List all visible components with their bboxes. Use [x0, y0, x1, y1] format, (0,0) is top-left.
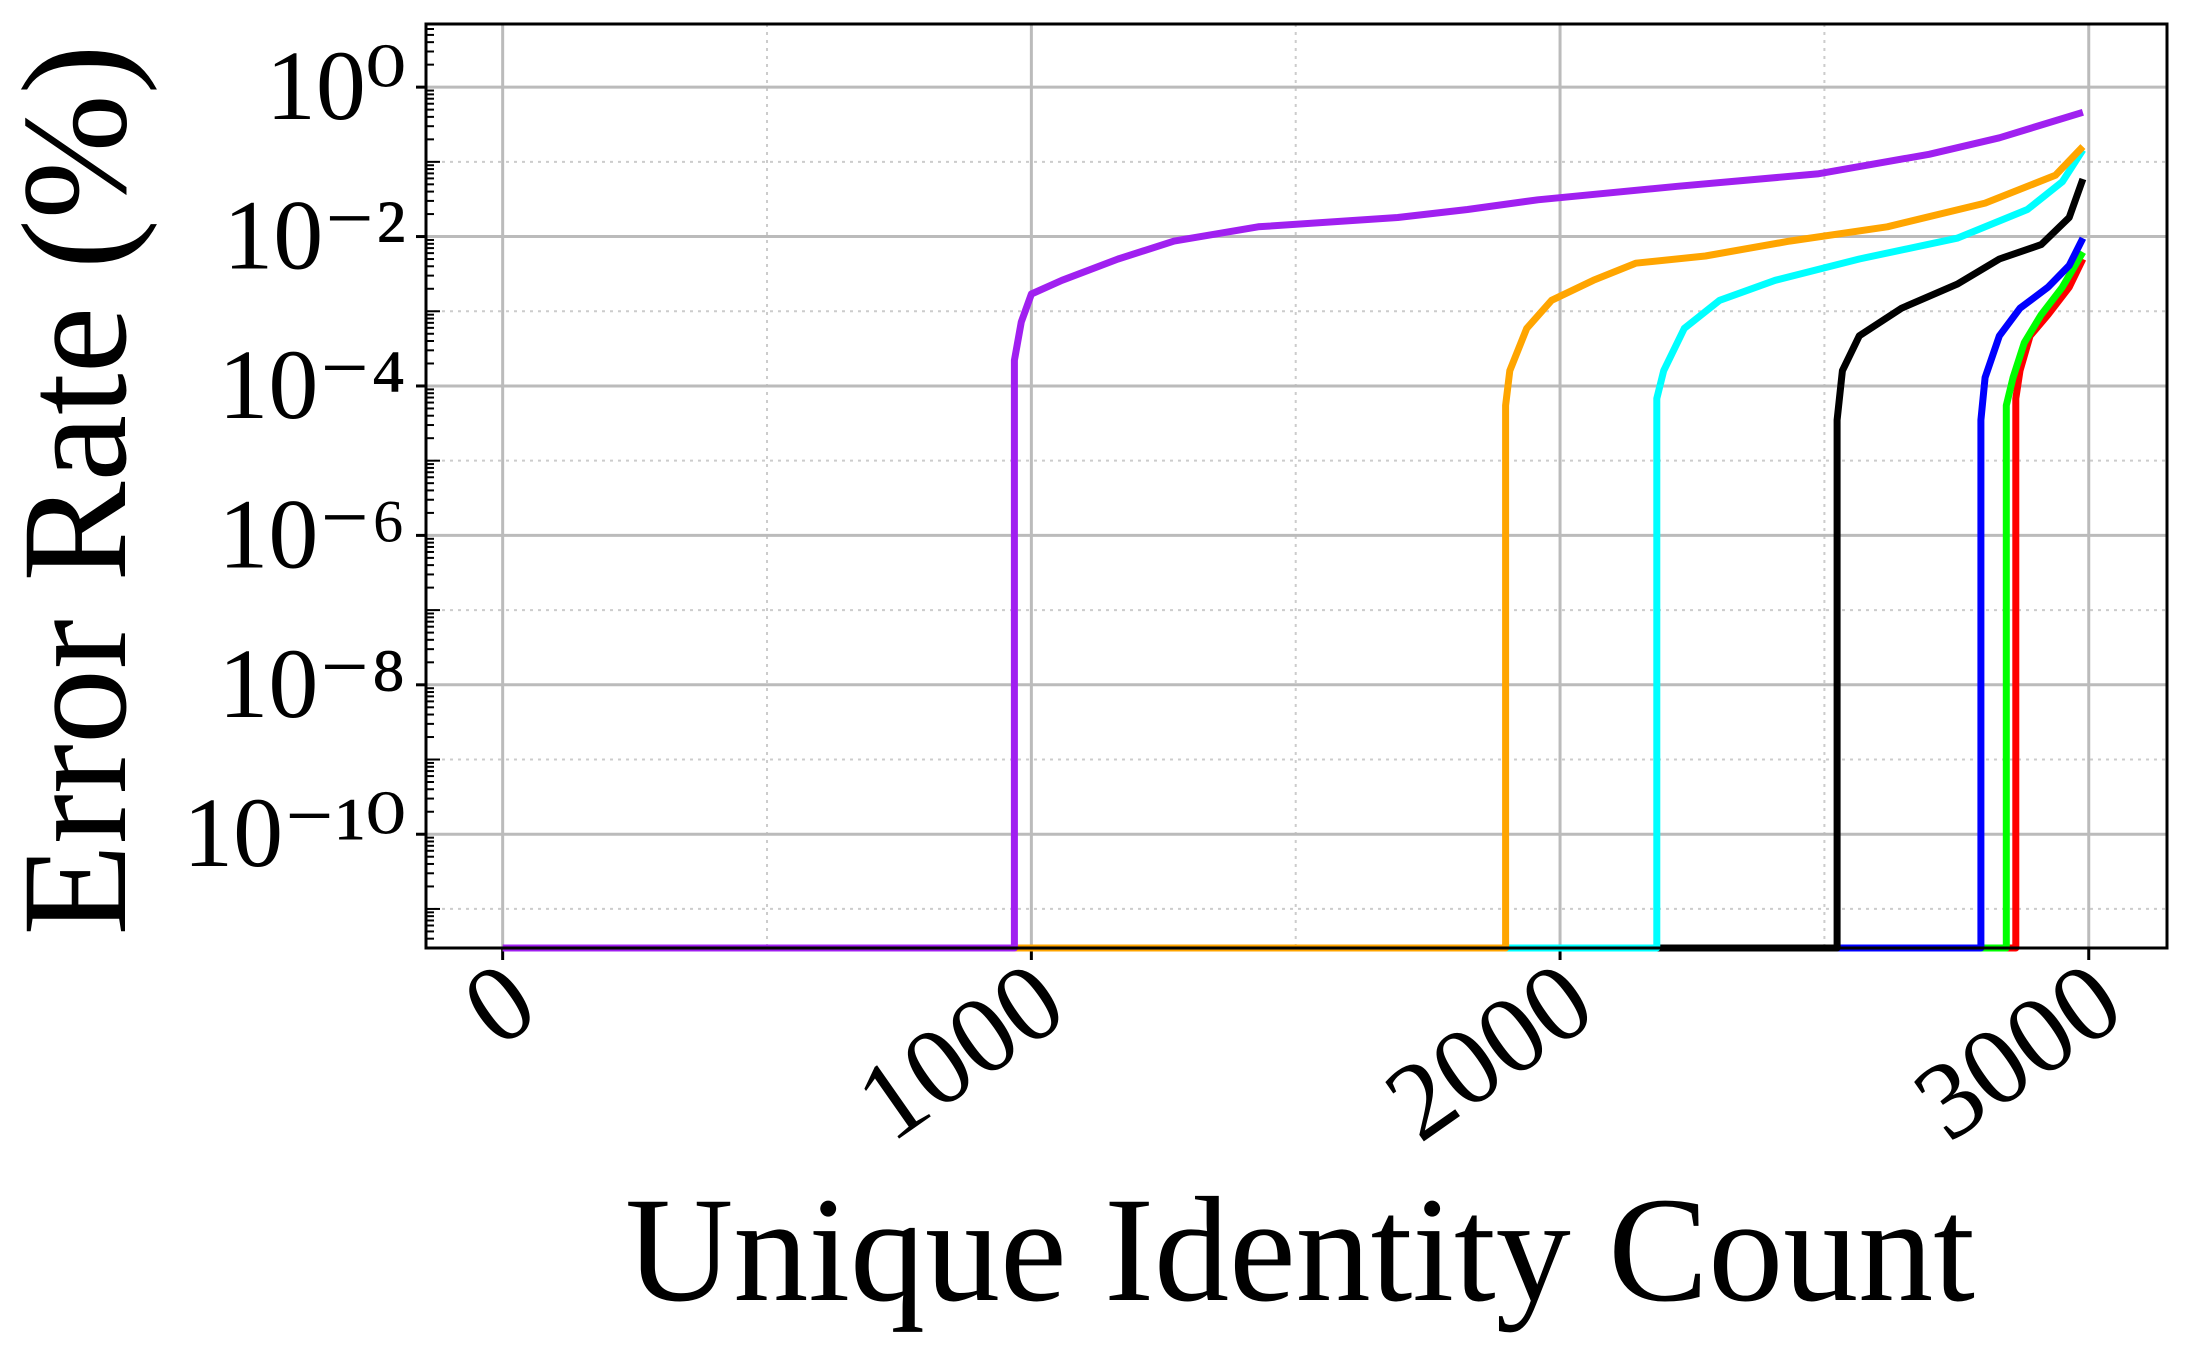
y-tick-label: 10⁻⁸ [218, 628, 406, 739]
y-tick-label: 10⁰ [266, 30, 406, 141]
series-line [502, 108, 2084, 952]
x-axis-label: Unique Identity Count [625, 1167, 1975, 1333]
plot-frame [424, 22, 2169, 950]
y-tick-label: 10⁻¹⁰ [183, 777, 406, 888]
x-tick-label: 3000 [1892, 938, 2142, 1164]
x-tick-label: 2000 [1364, 938, 1614, 1164]
x-tick-label: 1000 [835, 938, 1085, 1164]
series-line [502, 144, 2086, 952]
x-tick-label: 0 [441, 938, 556, 1069]
y-tick-label: 10⁻² [223, 180, 406, 291]
y-axis-label: Error Rate (%) [0, 44, 158, 935]
series-line [502, 147, 2086, 952]
series-line [502, 250, 2086, 952]
series-line [502, 177, 2087, 952]
y-tick-label: 10⁻⁶ [218, 478, 406, 589]
y-tick-label: 10⁻⁴ [218, 329, 406, 440]
series-line [502, 257, 2087, 952]
series-line [502, 236, 2087, 952]
